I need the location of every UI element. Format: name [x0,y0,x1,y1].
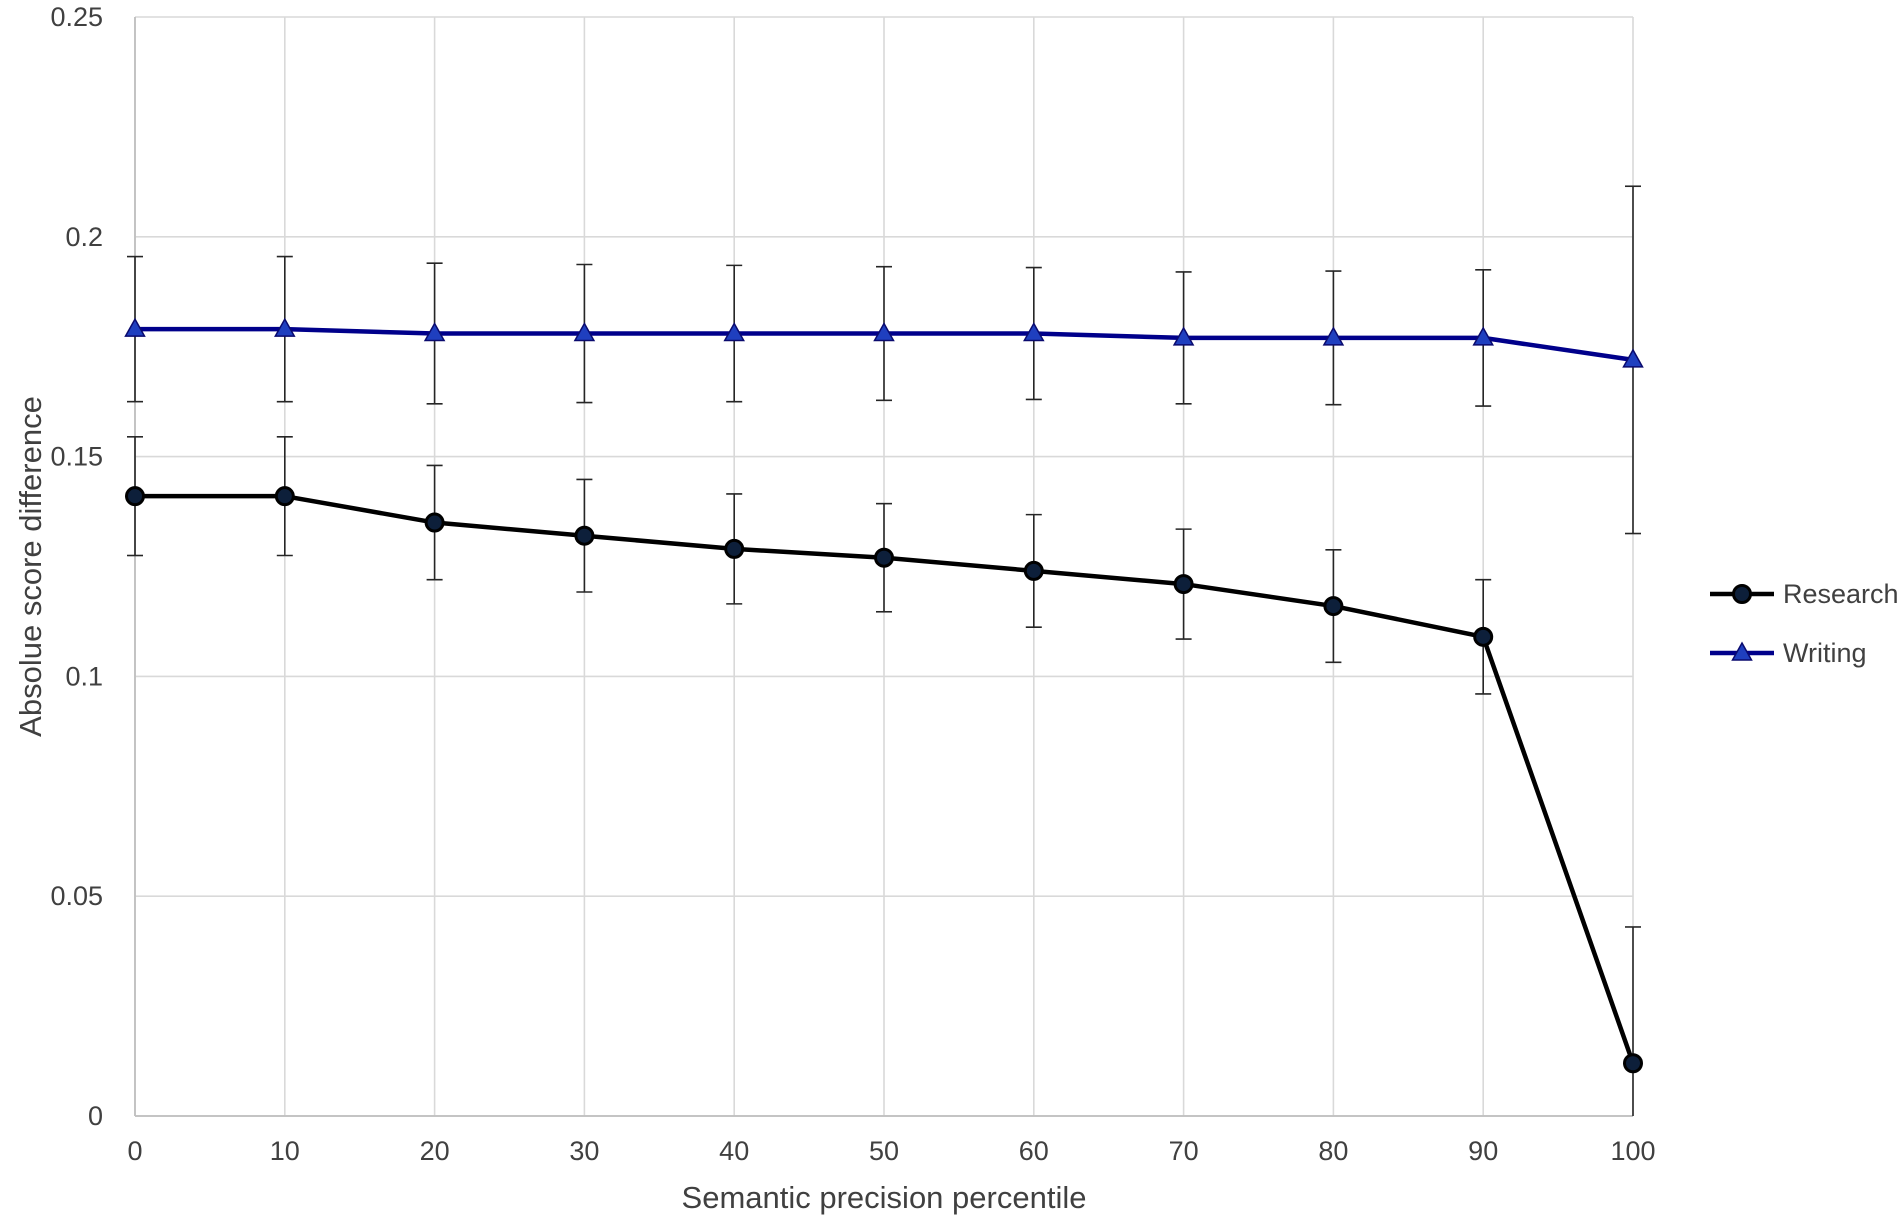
y-tick-labels: 0 0.05 0.1 0.15 0.2 0.25 [50,2,103,1131]
y-tick-label: 0.2 [65,222,103,252]
x-tick-label: 80 [1318,1136,1348,1166]
legend: Research Writing [1710,579,1899,668]
series-layer [124,185,1644,1116]
y-tick-label: 0.1 [65,661,103,691]
legend-swatch-marker [1731,641,1753,661]
writing-point [124,317,146,337]
y-tick-label: 0.25 [50,2,103,32]
writing-point [423,321,446,342]
writing-point [1622,348,1644,368]
research-point [424,512,445,533]
research-point [1623,1053,1643,1074]
research-point [1323,596,1344,617]
writing-point [723,321,745,342]
x-tick-label: 40 [719,1136,749,1166]
axes [134,17,1633,1117]
writing-point [573,321,596,342]
x-tick-label: 0 [127,1136,142,1166]
writing-point [1172,326,1195,346]
x-tick-labels: 0 10 20 30 40 50 60 70 80 90 100 [127,1136,1655,1166]
writing-point [1322,326,1345,346]
x-tick-label: 90 [1468,1136,1498,1166]
writing-point [274,317,296,337]
legend-label-writing: Writing [1783,638,1867,668]
x-tick-label: 60 [1019,1136,1049,1166]
research-point [1173,574,1194,595]
research-point [874,547,894,568]
y-tick-label: 0.15 [50,442,103,472]
y-tick-label: 0.05 [50,881,103,911]
y-tick-label: 0 [88,1101,103,1131]
research-point [1023,560,1044,581]
x-tick-label: 10 [270,1136,300,1166]
research-point [1473,626,1494,647]
x-tick-label: 30 [569,1136,599,1166]
x-tick-label: 100 [1610,1136,1655,1166]
x-tick-label: 70 [1169,1136,1199,1166]
writing-point [1472,326,1494,346]
research-point [574,525,595,546]
series-writing [124,185,1644,535]
legend-item-research: Research [1710,579,1899,609]
research-point [724,538,745,559]
legend-swatch-marker [1732,584,1752,604]
writing-point [873,321,895,342]
research-point [274,486,295,507]
research-point [125,486,145,507]
legend-label-research: Research [1783,579,1899,609]
x-axis-title: Semantic precision percentile [682,1180,1087,1215]
series-research [125,436,1643,1116]
y-axis-title: Absolue score difference [13,396,48,737]
writing-point [1023,321,1045,342]
x-tick-label: 20 [420,1136,450,1166]
legend-item-writing: Writing [1710,638,1867,668]
x-tick-label: 50 [869,1136,899,1166]
